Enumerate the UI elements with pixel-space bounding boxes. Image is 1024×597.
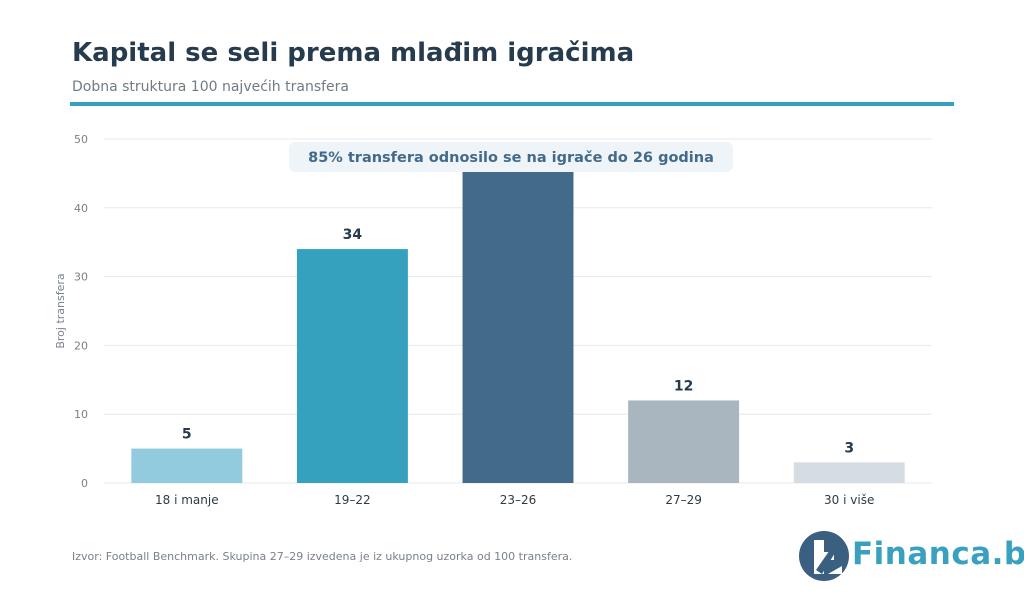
bar-value-label: 34	[343, 227, 363, 243]
chart-subtitle: Dobna struktura 100 najvećih transfera	[72, 79, 349, 95]
y-axis-label: Broj transfera	[54, 273, 67, 348]
source-note: Izvor: Football Benchmark. Skupina 27–29…	[72, 550, 573, 563]
y-tick-label: 10	[74, 408, 88, 421]
bar-value-label: 12	[674, 378, 693, 394]
title-divider	[70, 102, 954, 106]
y-tick-label: 0	[81, 477, 88, 490]
y-tick-label: 30	[74, 271, 88, 284]
y-tick-label: 20	[74, 339, 88, 352]
x-tick-label: 30 i više	[824, 493, 874, 507]
bar	[793, 462, 905, 483]
bar-value-label: 5	[182, 427, 192, 443]
bar	[462, 166, 574, 483]
annotation-box	[289, 142, 733, 172]
bar-value-label: 3	[844, 440, 854, 456]
financa-logo: Financa.ba	[798, 530, 1024, 586]
chart-title: Kapital se seli prema mlađim igračima	[72, 38, 635, 68]
bar	[131, 448, 243, 483]
y-tick-label: 50	[74, 133, 88, 146]
financa-logo-icon	[799, 531, 849, 581]
financa-logo-text: Financa.ba	[852, 536, 1024, 572]
x-tick-label: 27–29	[665, 493, 702, 507]
x-tick-label: 18 i manje	[155, 493, 219, 507]
x-tick-label: 19–22	[334, 493, 371, 507]
y-tick-label: 40	[74, 202, 88, 215]
bar	[296, 249, 408, 483]
annotation-text: 85% transfera odnosilo se na igrače do 2…	[308, 150, 714, 166]
x-tick-label: 23–26	[500, 493, 537, 507]
bar	[628, 400, 740, 483]
